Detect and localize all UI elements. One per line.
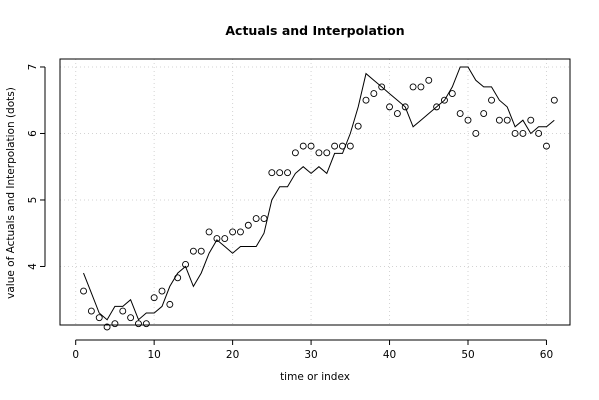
actual-point-15 bbox=[197, 247, 205, 255]
actual-point-29 bbox=[307, 142, 315, 150]
actual-point-18 bbox=[221, 235, 229, 243]
actual-point-42 bbox=[409, 83, 417, 91]
actual-point-7 bbox=[135, 320, 142, 328]
actual-point-46 bbox=[441, 96, 448, 104]
x-tick-label-2: 20 bbox=[226, 349, 239, 361]
actual-point-24 bbox=[268, 169, 276, 177]
actual-point-4 bbox=[111, 320, 119, 328]
actual-point-1 bbox=[87, 307, 95, 315]
plot-frame bbox=[59, 58, 571, 326]
x-tick-label-1: 10 bbox=[147, 349, 160, 361]
y-tick-label-1: 5 bbox=[27, 197, 39, 204]
actual-point-48 bbox=[456, 110, 464, 117]
actual-point-37 bbox=[370, 90, 378, 98]
actual-point-19 bbox=[229, 228, 237, 236]
actual-point-6 bbox=[127, 314, 135, 322]
actual-point-53 bbox=[495, 116, 503, 124]
actual-point-22 bbox=[252, 215, 260, 223]
x-tick-label-4: 40 bbox=[383, 349, 396, 361]
actual-point-28 bbox=[299, 142, 307, 150]
grid bbox=[60, 59, 570, 325]
x-axis: 0 10 20 30 40 50 60 bbox=[72, 339, 553, 361]
y-tick-label-3: 7 bbox=[27, 64, 39, 71]
actual-point-47 bbox=[448, 90, 456, 98]
actual-point-35 bbox=[354, 122, 362, 130]
actual-point-41 bbox=[401, 103, 409, 111]
actual-point-20 bbox=[237, 228, 244, 236]
actual-point-59 bbox=[543, 142, 550, 150]
actual-point-11 bbox=[166, 300, 174, 308]
actual-point-16 bbox=[205, 228, 213, 236]
y-axis-label: value of Actuals and Interpolation (dots… bbox=[5, 87, 17, 299]
actual-point-52 bbox=[488, 96, 495, 104]
actual-point-44 bbox=[425, 76, 433, 84]
actual-point-58 bbox=[535, 130, 543, 137]
actual-point-55 bbox=[511, 130, 519, 137]
actual-point-5 bbox=[119, 307, 127, 315]
actual-point-13 bbox=[182, 261, 189, 268]
series-points-layer bbox=[80, 76, 558, 331]
actual-point-57 bbox=[527, 116, 535, 124]
actual-point-26 bbox=[284, 169, 291, 177]
actual-point-2 bbox=[95, 314, 103, 322]
actual-point-23 bbox=[260, 215, 268, 223]
actual-point-14 bbox=[189, 247, 197, 255]
actual-point-32 bbox=[331, 142, 339, 150]
actual-point-43 bbox=[417, 83, 425, 91]
actual-point-40 bbox=[393, 110, 401, 117]
actual-point-25 bbox=[276, 169, 284, 177]
x-tick-label-5: 50 bbox=[461, 349, 474, 361]
y-axis: 4 5 6 7 bbox=[27, 64, 46, 270]
chart-title: Actuals and Interpolation bbox=[225, 23, 404, 38]
actual-point-30 bbox=[315, 149, 323, 157]
actual-point-9 bbox=[150, 294, 158, 302]
actual-point-27 bbox=[291, 149, 299, 157]
actual-point-21 bbox=[244, 221, 252, 229]
actual-point-12 bbox=[174, 274, 182, 282]
actual-point-56 bbox=[519, 130, 527, 137]
interpolation-line bbox=[83, 66, 555, 321]
actual-point-31 bbox=[323, 149, 331, 157]
series-line-layer bbox=[83, 66, 555, 321]
x-axis-label: time or index bbox=[280, 371, 350, 383]
actual-point-0 bbox=[80, 287, 87, 295]
actual-point-54 bbox=[503, 116, 511, 124]
actual-point-36 bbox=[362, 96, 370, 104]
actual-point-3 bbox=[103, 323, 111, 331]
actual-point-17 bbox=[213, 235, 221, 243]
x-tick-label-0: 0 bbox=[72, 349, 79, 361]
y-tick-label-0: 4 bbox=[27, 263, 39, 270]
actual-point-8 bbox=[142, 320, 150, 328]
actual-point-34 bbox=[346, 142, 354, 150]
actual-point-51 bbox=[480, 110, 488, 117]
actual-point-49 bbox=[464, 116, 472, 124]
x-tick-label-6: 60 bbox=[540, 349, 553, 361]
actual-point-60 bbox=[550, 96, 558, 104]
actual-point-39 bbox=[386, 103, 393, 111]
y-tick-label-2: 6 bbox=[27, 130, 39, 137]
actual-point-50 bbox=[472, 130, 480, 137]
actual-point-38 bbox=[378, 83, 386, 91]
actual-point-45 bbox=[433, 103, 441, 111]
actual-point-33 bbox=[339, 142, 346, 150]
x-tick-label-3: 30 bbox=[304, 349, 317, 361]
actual-point-10 bbox=[158, 287, 166, 295]
